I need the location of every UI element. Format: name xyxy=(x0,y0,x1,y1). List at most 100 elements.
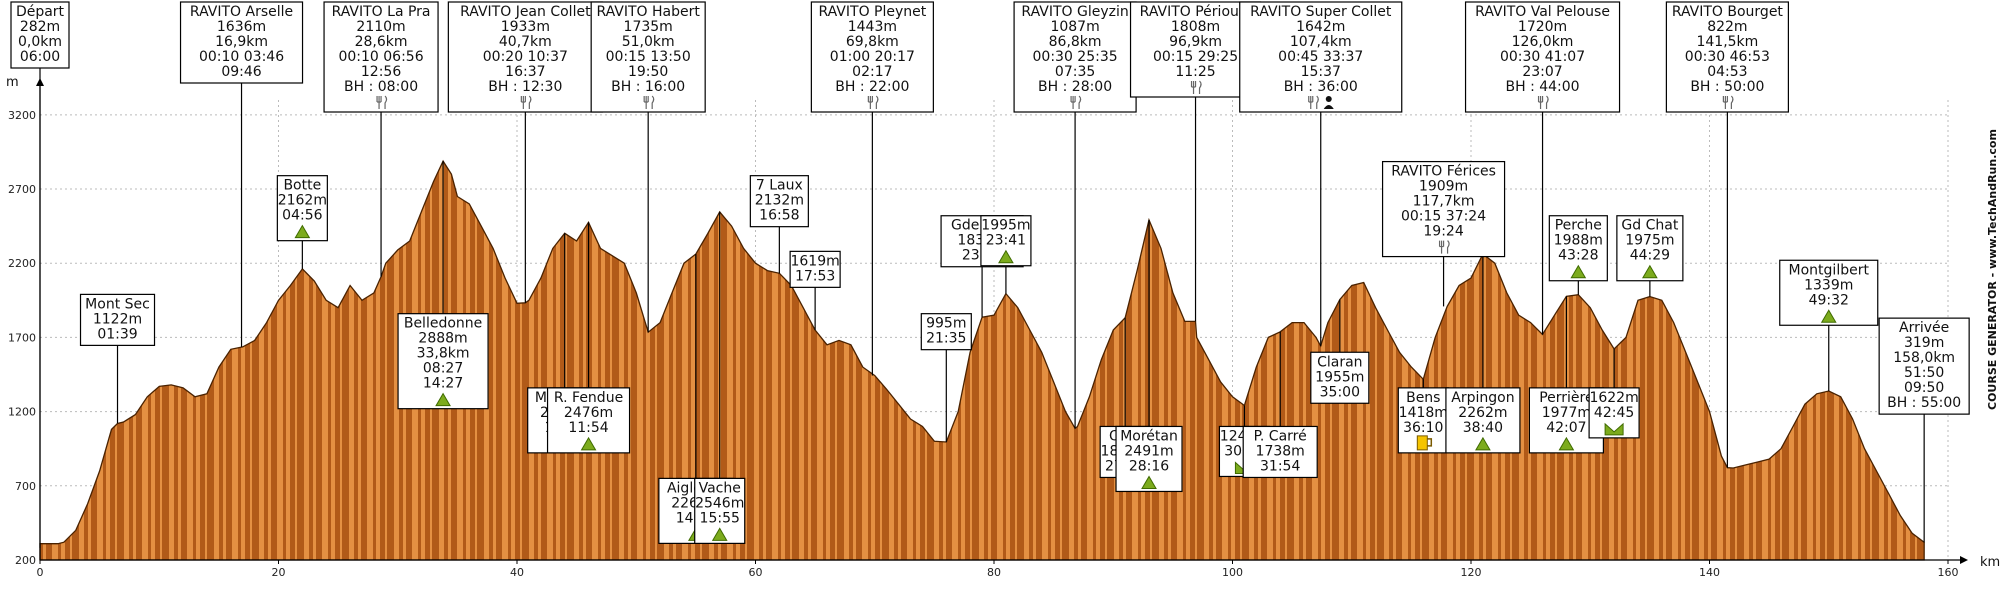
profile-stripe xyxy=(835,161,837,560)
profile-stripe xyxy=(223,161,226,560)
annotation-text: 2132m xyxy=(755,193,804,209)
profile-stripe xyxy=(1060,161,1062,560)
annotation-text: 04:53 xyxy=(1707,64,1747,80)
annotation-box xyxy=(179,1,304,84)
annotation-box xyxy=(789,250,841,288)
annotation-text: BH : 44:00 xyxy=(1505,79,1579,95)
peak-icon xyxy=(998,249,1014,264)
profile-stripe xyxy=(547,161,553,560)
peak-icon xyxy=(1558,436,1575,451)
annotation-text: Départ xyxy=(16,4,65,20)
profile-stripe xyxy=(1483,161,1486,560)
annotation-text: 1988m xyxy=(1554,233,1603,249)
annotation-text: 12:56 xyxy=(361,64,401,80)
annotation-text: 2110m xyxy=(356,19,405,35)
profile-stripe xyxy=(862,161,868,560)
profile-stripe xyxy=(1654,161,1659,560)
annotation-text: 17:53 xyxy=(795,268,835,284)
profile-stripe xyxy=(1249,161,1254,560)
annotation-text: 282m xyxy=(20,19,60,35)
y-tick-label: 1200 xyxy=(8,406,36,419)
annotation-text: 15:55 xyxy=(700,510,740,526)
profile-stripe xyxy=(187,161,193,560)
x-axis-arrow xyxy=(1960,556,1968,564)
profile-stripe xyxy=(295,161,297,560)
annotation-text: RAVITO Périoule xyxy=(1140,4,1252,20)
profile-stripe xyxy=(1762,161,1768,560)
beer-icon xyxy=(1416,435,1428,451)
profile-stripe xyxy=(1690,161,1692,560)
x-tick-label: 160 xyxy=(1938,566,1959,579)
profile-stripe xyxy=(1528,161,1531,560)
x-tick-label: 80 xyxy=(987,566,1001,579)
profile-stripe xyxy=(1726,161,1730,560)
annotation-text: 42:45 xyxy=(1594,405,1634,421)
annotation-text: 51,0km xyxy=(622,34,675,50)
annotation-text: 1339m xyxy=(1804,277,1853,293)
peak-icon xyxy=(1141,475,1157,489)
profile-stripe xyxy=(529,161,534,560)
annotation-text: 43:28 xyxy=(1558,248,1598,264)
annotation-text: 319m xyxy=(1904,335,1944,351)
annotation-text: 107,4km xyxy=(1290,34,1352,50)
profile-stripe xyxy=(1069,161,1074,560)
annotation-text: 00:20 10:37 xyxy=(483,49,568,65)
profile-stripe xyxy=(268,161,271,560)
profile-stripe xyxy=(502,161,508,560)
profile-stripe xyxy=(1384,161,1389,560)
profile-stripe xyxy=(376,161,380,560)
annotation-text: 28,6km xyxy=(355,34,408,50)
annotation-text: Botte xyxy=(283,178,321,194)
profile-stripe xyxy=(763,161,766,560)
annotation-text: Perrière xyxy=(1539,390,1593,406)
profile-stripe xyxy=(871,161,875,560)
profile-stripe xyxy=(1591,161,1595,560)
annotation-text: RAVITO Gleyzin xyxy=(1021,4,1128,20)
annotation-text: Bens xyxy=(1406,390,1440,406)
annotation-text: 31:54 xyxy=(1260,458,1300,474)
annotation-box xyxy=(1242,425,1318,479)
y-tick-label: 3200 xyxy=(8,109,36,122)
profile-stripe xyxy=(1015,161,1017,560)
x-tick-label: 60 xyxy=(749,566,763,579)
annotation-text: 14:27 xyxy=(423,376,463,392)
profile-stripe xyxy=(1366,161,1370,560)
profile-stripe xyxy=(1627,161,1633,560)
profile-stripe xyxy=(1744,161,1749,560)
annotation-box xyxy=(1665,1,1789,113)
annotation-text: 1122m xyxy=(93,311,142,327)
profile-stripe xyxy=(565,161,567,560)
profile-stripe xyxy=(745,161,747,560)
profile-stripe xyxy=(970,161,972,560)
profile-stripe xyxy=(286,161,290,560)
annotation-text: 21:35 xyxy=(926,331,966,347)
cutlery-icon xyxy=(1190,80,1202,94)
annotation-text: 2546m xyxy=(695,495,744,511)
peak-icon xyxy=(711,527,728,541)
annotation-text: 00:30 46:53 xyxy=(1685,49,1770,65)
profile-stripe xyxy=(853,161,856,560)
profile-stripe xyxy=(898,161,901,560)
cutlery-icon xyxy=(867,95,879,109)
profile-stripe xyxy=(1465,161,1467,560)
peak-icon xyxy=(1475,436,1491,451)
annotation-text: 38:40 xyxy=(1463,420,1503,436)
profile-stripe xyxy=(1429,161,1434,560)
profile-stripe xyxy=(196,161,200,560)
annotation-text: 40,7km xyxy=(499,34,552,50)
profile-stripe xyxy=(637,161,643,560)
profile-stripe xyxy=(205,161,207,560)
annotation-text: 00:15 13:50 xyxy=(606,49,691,65)
profile-stripe xyxy=(1780,161,1782,560)
profile-stripe xyxy=(1258,161,1261,560)
peak-icon xyxy=(435,392,451,407)
profile-stripe xyxy=(826,161,830,560)
profile-stripe xyxy=(655,161,657,560)
profile-stripe xyxy=(1105,161,1107,560)
